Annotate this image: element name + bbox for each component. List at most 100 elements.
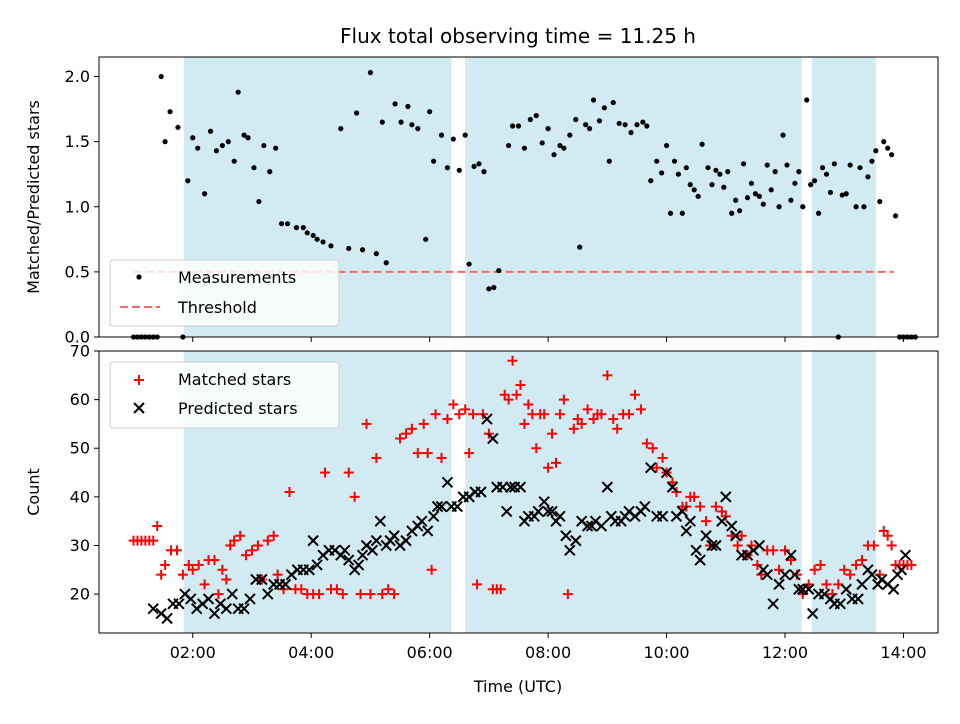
legend-matched-label: Matched stars (178, 370, 291, 389)
predicted-stars-point (173, 598, 185, 610)
measurements-point (573, 116, 579, 123)
measurements-point (202, 191, 208, 197)
measurements-point (695, 193, 701, 199)
matched-stars-point (468, 409, 479, 420)
measurements-point (610, 99, 616, 106)
measurements-point (195, 145, 201, 151)
measurements-point (354, 110, 360, 116)
measurements-point (889, 152, 895, 158)
measurements-point (857, 165, 863, 171)
count-panel: 20 30 40 50 60 70 02:00 04:00 06:00 08:00 10:00 12… (24, 342, 939, 696)
measurements-point (273, 145, 279, 151)
measurements-point (675, 171, 682, 177)
predicted-stars-point (564, 544, 576, 557)
measurements-point (338, 126, 344, 132)
measurements-point (415, 126, 421, 132)
measurements-point (768, 187, 774, 193)
measurements-point (804, 97, 810, 103)
measurements-point (823, 171, 830, 177)
x-axis-label: Time (UTC) (473, 677, 562, 696)
measurements-point (431, 158, 437, 164)
measurements-point (450, 136, 456, 142)
measurements-point (162, 139, 168, 145)
matched-stars-point (464, 448, 475, 459)
matched-stars-point (148, 535, 159, 546)
measurements-point (486, 286, 492, 292)
matched-stars-point (886, 540, 897, 551)
count-legend: Matched stars Predicted stars (109, 361, 340, 429)
predicted-stars-point (595, 520, 608, 532)
matched-stars-point (426, 564, 437, 575)
count-points (128, 355, 917, 625)
count-axes-frame (98, 350, 939, 634)
legend-predicted-marker (133, 402, 145, 414)
matched-stars-point (331, 584, 342, 595)
predicted-stars-point (639, 500, 651, 513)
matched-stars-point (906, 559, 917, 570)
predicted-stars-point (660, 466, 673, 479)
ratio-y-axis-label: Matched/Predicted stars (24, 100, 43, 294)
matched-stars-point (736, 530, 747, 541)
predicted-stars-point (729, 530, 742, 542)
measurements-point (346, 245, 352, 252)
predicted-stars-point (645, 461, 657, 474)
measurements-point (885, 145, 891, 151)
matched-stars-point (442, 414, 453, 425)
predicted-stars-point (220, 602, 233, 615)
measurements-point (634, 122, 640, 128)
measurements-point (496, 267, 502, 274)
measurements-point (551, 152, 557, 158)
measurements-point (756, 193, 762, 199)
matched-stars-point (422, 448, 433, 459)
predicted-stars-point (400, 534, 412, 547)
measurements-point (853, 204, 859, 210)
measurements-point (231, 158, 237, 164)
predicted-stars-point (581, 520, 594, 532)
predicted-stars-point (840, 583, 852, 595)
predicted-stars-point (416, 515, 428, 527)
measurements-point (557, 142, 563, 149)
matched-stars-point (635, 404, 646, 415)
matched-stars-point (851, 559, 862, 570)
predicted-stars-point (761, 568, 773, 581)
predicted-stars-point (656, 510, 669, 523)
measurements-point (644, 123, 650, 129)
measurements-point (405, 103, 411, 110)
matched-stars-point (554, 409, 565, 420)
measurements-point (219, 142, 225, 149)
measurements-point (744, 195, 751, 201)
matched-stars-point (839, 564, 850, 575)
matched-stars-point (695, 501, 706, 512)
matched-stars-point (412, 448, 423, 459)
matched-stars-point (596, 409, 607, 420)
matched-stars-point (343, 467, 354, 478)
ratio-panel: 0.00.51.01.52.0 Matched/Predicted stars … (24, 56, 939, 347)
matched-stars-point (503, 394, 514, 405)
count-legend-box (109, 361, 340, 429)
measurements-point (235, 89, 241, 95)
predicted-stars-point (421, 525, 434, 537)
matched-stars-point (821, 579, 832, 590)
measurements-point (300, 225, 306, 231)
matched-stars-point (383, 584, 394, 595)
matched-stars-point (495, 584, 506, 595)
legend-predicted-label: Predicted stars (178, 399, 298, 418)
matched-stars-point (531, 443, 542, 454)
predicted-stars-point (887, 583, 900, 595)
measurements-point (654, 158, 660, 164)
predicted-stars-point (856, 578, 868, 591)
measurements-point (831, 161, 837, 167)
measurements-point (784, 162, 790, 168)
predicted-stars-point (475, 486, 487, 498)
matched-stars-point (543, 462, 554, 473)
legend-measurements-label: Measurements (178, 268, 296, 287)
matched-stars-point (152, 521, 163, 532)
predicted-stars-point (435, 500, 448, 513)
measurements-point (190, 135, 196, 141)
predicted-stars-point (789, 568, 801, 581)
measurements-point (792, 180, 798, 186)
count-x-tick-label: 06:00 (407, 643, 453, 662)
matched-stars-point (689, 491, 700, 502)
predicted-stars-point (279, 578, 292, 591)
